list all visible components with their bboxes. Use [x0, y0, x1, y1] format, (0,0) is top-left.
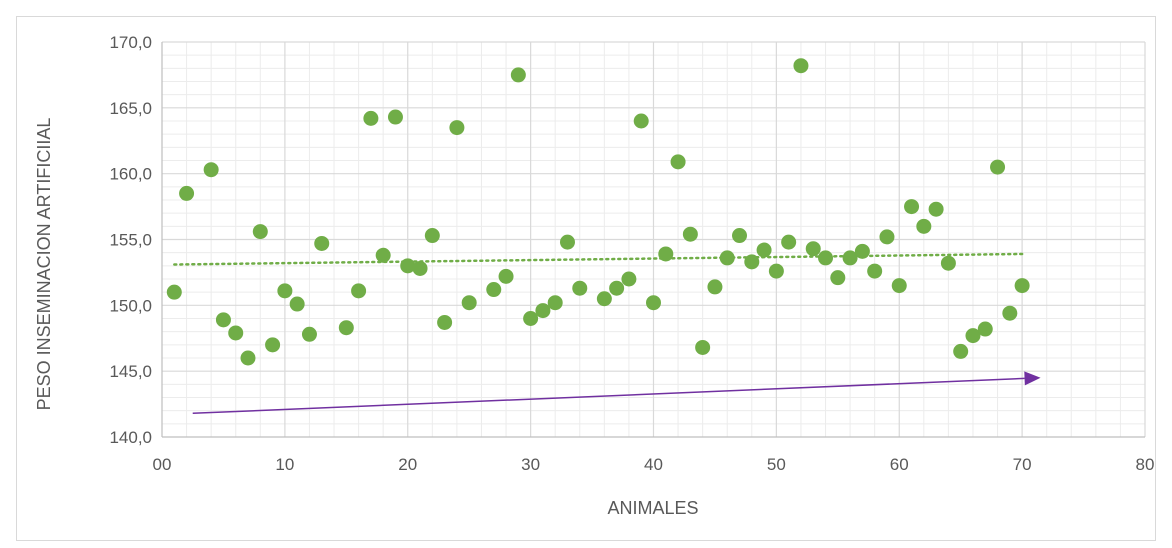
x-tick-label: 40	[644, 455, 663, 474]
data-point	[1002, 305, 1018, 321]
data-point	[461, 295, 477, 311]
data-point	[596, 291, 612, 307]
x-tick-label: 30	[521, 455, 540, 474]
data-point	[375, 247, 391, 263]
data-point	[400, 258, 416, 274]
x-tick-label: 70	[1013, 455, 1032, 474]
data-point	[879, 229, 895, 245]
data-point	[633, 113, 649, 129]
data-point	[990, 159, 1006, 175]
chart-frame	[16, 16, 1156, 541]
data-point	[682, 226, 698, 242]
data-point	[351, 283, 367, 299]
data-point	[166, 284, 182, 300]
data-point	[805, 241, 821, 257]
data-point	[695, 339, 711, 355]
data-point	[498, 268, 514, 284]
data-point	[842, 250, 858, 266]
data-point	[523, 311, 539, 326]
major-gridlines	[162, 41, 1146, 437]
data-point	[547, 295, 563, 311]
y-tick-label: 140,0	[109, 428, 152, 447]
data-point	[646, 295, 661, 311]
data-point	[854, 243, 870, 259]
data-point	[265, 337, 281, 353]
data-point	[707, 279, 723, 295]
data-point	[215, 312, 231, 328]
data-point	[449, 120, 465, 136]
data-point	[203, 162, 219, 178]
axes	[161, 42, 1145, 438]
arrow-line	[192, 377, 1025, 415]
data-point	[977, 321, 993, 337]
x-tick-label: 20	[398, 455, 417, 474]
data-point	[867, 263, 883, 279]
data-point	[621, 271, 637, 287]
data-point	[240, 350, 256, 366]
y-tick-label: 150,0	[109, 296, 152, 315]
data-point	[940, 255, 956, 271]
data-point	[228, 325, 244, 341]
data-point	[252, 224, 268, 240]
data-point	[658, 246, 674, 262]
data-point	[768, 263, 784, 279]
data-point	[953, 343, 969, 359]
trendline-group	[173, 252, 1024, 266]
data-point	[916, 218, 932, 234]
y-tick-label: 170,0	[109, 33, 152, 52]
data-point	[301, 326, 317, 342]
data-point	[179, 185, 195, 201]
data-point	[437, 314, 453, 330]
data-point	[572, 280, 588, 296]
arrow-group	[192, 371, 1041, 415]
data-point	[338, 320, 354, 336]
x-tick-label: 10	[275, 455, 294, 474]
data-point	[424, 228, 440, 244]
data-point	[904, 199, 920, 215]
data-point	[965, 328, 981, 344]
data-point	[719, 250, 735, 266]
data-point	[486, 282, 502, 298]
data-point	[277, 283, 293, 299]
y-tick-label: 155,0	[109, 231, 152, 250]
data-point	[744, 254, 760, 270]
y-tick-label: 160,0	[109, 165, 152, 184]
data-point	[1014, 278, 1030, 294]
data-point	[756, 242, 772, 258]
data-point	[363, 110, 379, 126]
y-tick-label: 165,0	[109, 99, 152, 118]
data-point	[535, 303, 551, 319]
x-tick-label: 00	[153, 455, 172, 474]
x-axis-title: ANIMALES	[607, 498, 698, 518]
data-points	[166, 58, 1030, 366]
data-point	[559, 234, 575, 250]
data-point	[314, 235, 330, 251]
data-point	[412, 260, 428, 276]
data-point	[732, 228, 748, 244]
data-point	[670, 154, 686, 170]
x-tick-labels: 00 10 20 30 40 50 60 70 80	[153, 455, 1155, 474]
x-tick-label: 50	[767, 455, 786, 474]
x-tick-label: 80	[1136, 455, 1155, 474]
data-point	[891, 278, 907, 294]
data-point	[781, 234, 797, 250]
data-point	[510, 67, 526, 83]
data-point	[928, 201, 944, 217]
trendline	[173, 252, 1024, 266]
y-tick-label: 145,0	[109, 362, 152, 381]
y-axis-title: PESO INSEMINACION ARTIFICIIAL	[34, 118, 54, 411]
y-tick-labels: 140,0 145,0 150,0 155,0 160,0 165,0 170,0	[109, 33, 152, 447]
data-point	[793, 58, 809, 74]
data-point	[830, 270, 846, 286]
data-point	[818, 250, 834, 266]
arrow-head	[1024, 371, 1041, 386]
data-point	[289, 296, 305, 312]
data-point	[609, 280, 625, 296]
data-point	[387, 109, 403, 125]
x-tick-label: 60	[890, 455, 909, 474]
